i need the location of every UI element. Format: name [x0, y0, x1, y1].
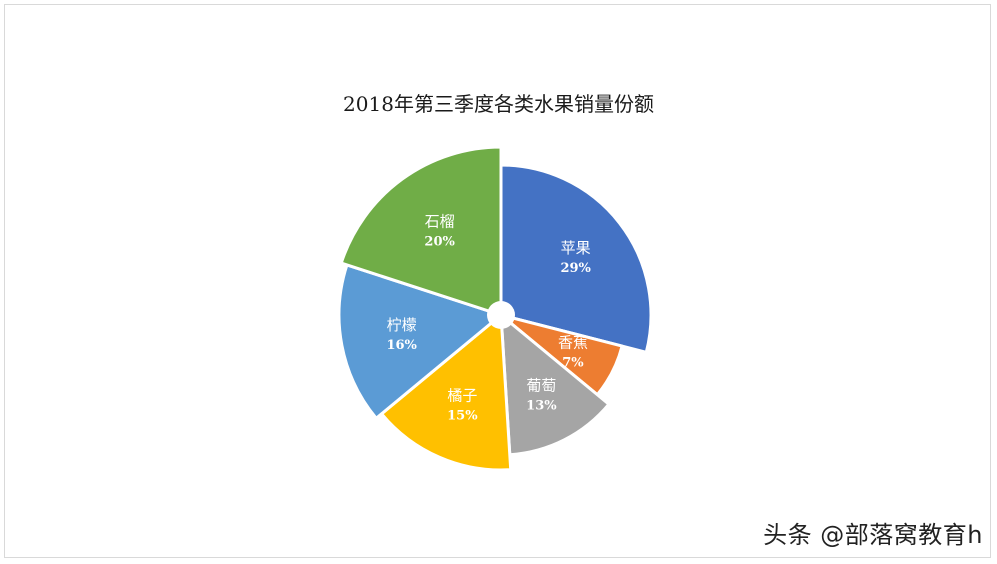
slice-value-label: 7% [562, 356, 584, 371]
slice-category-label: 葡萄 [526, 376, 556, 394]
slice-value-label: 15% [447, 408, 478, 423]
donut-hole [487, 301, 515, 329]
slice-value-label: 20% [424, 235, 455, 250]
watermark: 头条 @部落窝教育h [763, 521, 983, 549]
pie-slice-3 [380, 313, 513, 472]
slice-category-label: 橘子 [447, 386, 477, 404]
slice-value-label: 29% [560, 261, 591, 276]
slice-category-label: 柠檬 [387, 316, 417, 334]
pie-slice-0 [499, 163, 653, 354]
pie-slice-2 [499, 313, 611, 457]
slice-value-label: 13% [526, 398, 557, 413]
pie-slice-5 [339, 145, 503, 317]
slice-category-label: 苹果 [561, 239, 591, 257]
chart-title: 2018年第三季度各类水果销量份额 [343, 92, 654, 116]
slice-category-label: 石榴 [425, 213, 455, 231]
slice-value-label: 16% [386, 338, 417, 353]
slice-category-label: 香蕉 [558, 334, 588, 352]
